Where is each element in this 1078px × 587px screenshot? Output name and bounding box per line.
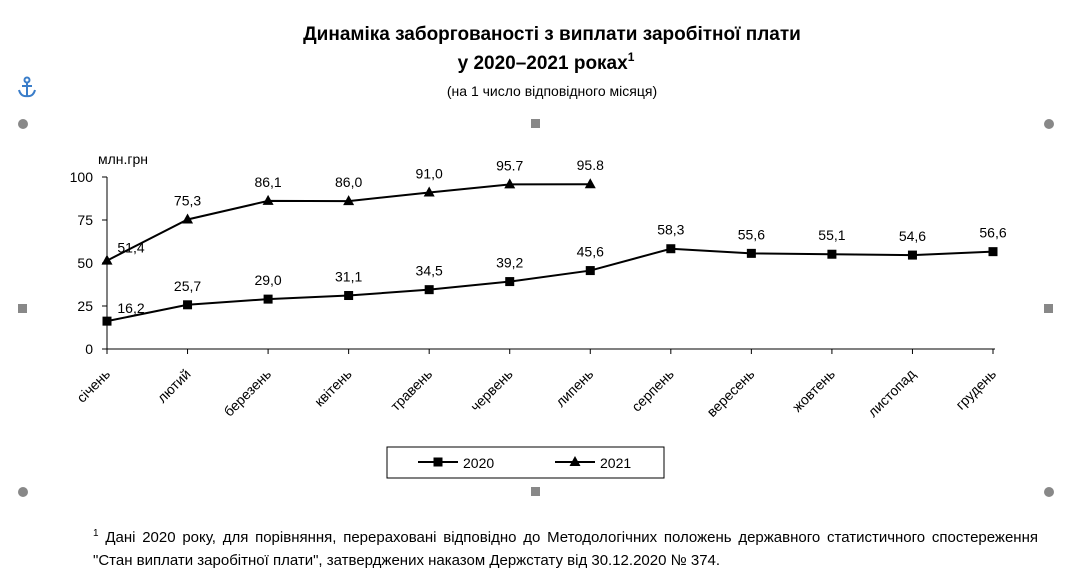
legend-box xyxy=(386,446,665,479)
marker-square xyxy=(263,294,273,304)
chart-subtitle: (на 1 число відповідного місяця) xyxy=(447,83,657,99)
x-tick-label: липень xyxy=(552,366,596,410)
marker-triangle xyxy=(423,186,435,197)
data-label: 31,1 xyxy=(335,269,362,285)
legend-label: 2021 xyxy=(600,455,631,471)
data-label: 39,2 xyxy=(496,255,523,271)
y-tick-label: 0 xyxy=(85,341,93,357)
data-label: 25,7 xyxy=(174,278,201,294)
frame-handles xyxy=(18,119,1054,497)
y-tick-label: 50 xyxy=(77,255,93,271)
data-label: 95.8 xyxy=(577,157,604,173)
legend-marker xyxy=(569,456,581,466)
data-label: 29,0 xyxy=(254,272,281,288)
marker-triangle xyxy=(504,178,516,189)
title-footnote-marker: 1 xyxy=(628,50,635,64)
y-axis-label: млн.грн xyxy=(98,151,148,167)
legend-marker xyxy=(433,457,443,467)
legend-label: 2020 xyxy=(463,455,494,471)
data-label: 54,6 xyxy=(899,228,926,244)
marker-square xyxy=(907,250,917,260)
x-tick-label: жовтень xyxy=(789,366,838,415)
data-label: 51,4 xyxy=(117,240,144,256)
x-tick-label: травень xyxy=(387,366,435,414)
x-tick-label: лютий xyxy=(154,366,194,406)
x-tick-label: квітень xyxy=(311,366,355,410)
marker-square xyxy=(102,316,112,326)
x-tick-label: грудень xyxy=(952,366,999,413)
marker-square xyxy=(988,247,998,257)
data-label: 86,1 xyxy=(254,174,281,190)
y-tick-label: 75 xyxy=(77,212,93,228)
x-tick-label: серпень xyxy=(628,366,677,415)
series-line xyxy=(106,247,994,323)
marker-square xyxy=(424,285,434,295)
footnote: 1 Дані 2020 року, для порівняння, перера… xyxy=(93,522,1038,572)
marker-square xyxy=(183,300,193,310)
x-tick-label: січень xyxy=(73,366,113,406)
data-label: 16,2 xyxy=(117,300,144,316)
marker-square xyxy=(827,249,837,259)
x-tick-label: вересень xyxy=(703,366,757,420)
data-label: 45,6 xyxy=(577,244,604,260)
anchor-icon xyxy=(18,76,36,98)
marker-triangle xyxy=(182,213,194,224)
data-label: 91,0 xyxy=(416,165,443,181)
data-label: 86,0 xyxy=(335,174,362,190)
marker-triangle xyxy=(584,178,596,189)
data-label: 95.7 xyxy=(496,157,523,173)
data-label: 56,6 xyxy=(979,225,1006,241)
data-label: 58,3 xyxy=(657,222,684,238)
data-label: 55,1 xyxy=(818,227,845,243)
x-tick-label: листопад xyxy=(864,366,918,420)
footnote-text: Дані 2020 року, для порівняння, перерахо… xyxy=(93,529,1038,569)
marker-triangle xyxy=(343,195,355,206)
y-tick-label: 100 xyxy=(70,169,94,185)
marker-square xyxy=(505,277,515,287)
chart-title-line: у 2020–2021 роках xyxy=(458,53,629,74)
chart-title: Динаміка заборгованості з виплати заробі… xyxy=(303,24,801,45)
marker-square xyxy=(344,291,354,301)
marker-triangle xyxy=(101,254,113,265)
x-tick-label: червень xyxy=(467,366,516,415)
marker-square xyxy=(585,266,595,276)
x-tick-label: березень xyxy=(220,366,274,420)
y-tick-label: 25 xyxy=(77,298,93,314)
marker-triangle xyxy=(262,194,274,205)
data-label: 34,5 xyxy=(416,263,443,279)
chart-title: у 2020–2021 роках1 xyxy=(458,50,635,74)
marker-square xyxy=(666,244,676,254)
data-label: 55,6 xyxy=(738,226,765,242)
data-label: 75,3 xyxy=(174,192,201,208)
footnote-marker: 1 xyxy=(93,528,99,539)
marker-square xyxy=(746,248,756,258)
